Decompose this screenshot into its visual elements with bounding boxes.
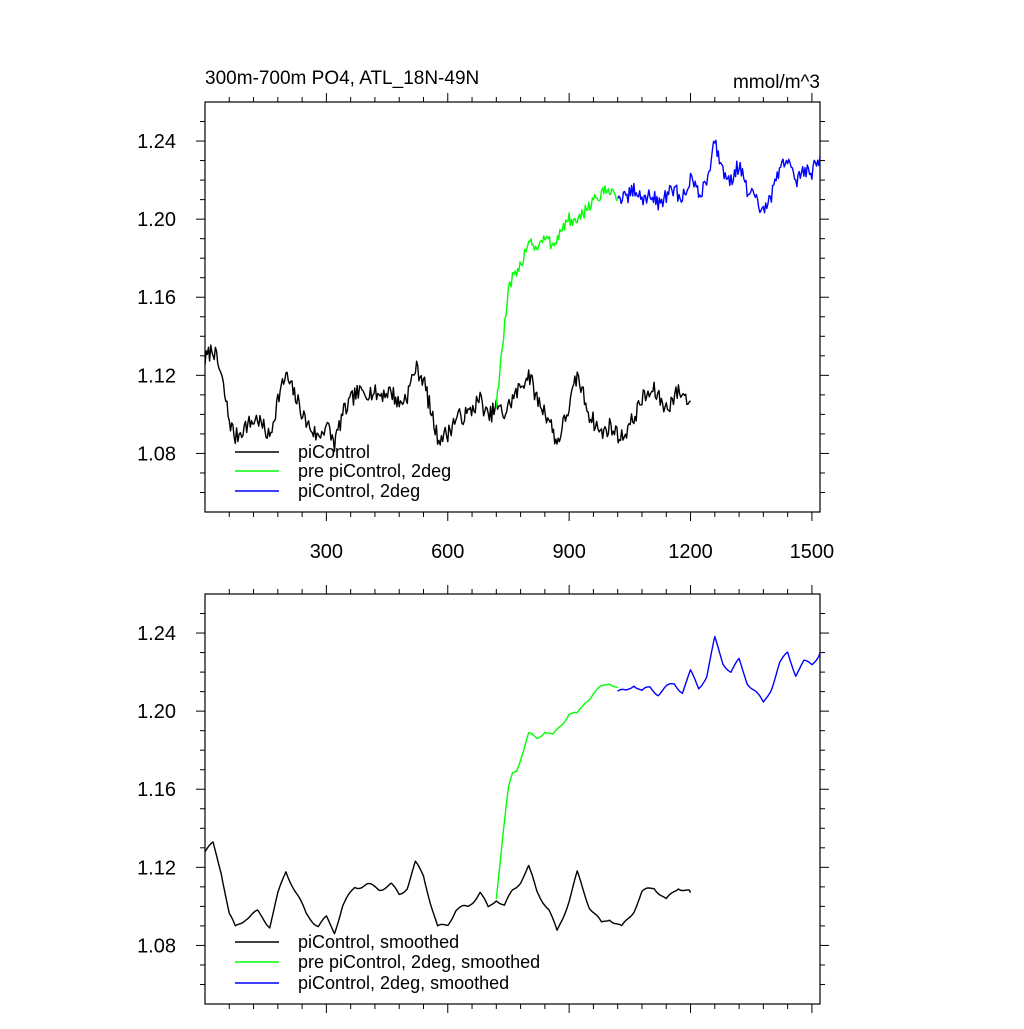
y-tick-label: 1.12 bbox=[137, 365, 176, 387]
plot-frame bbox=[204, 593, 821, 1005]
units-label: mmol/m^3 bbox=[733, 72, 820, 93]
y-tick-label: 1.08 bbox=[137, 935, 176, 957]
axis-ticks: 1.08 1.12 1.16 1.20 1.24 bbox=[137, 585, 829, 1013]
x-tick-label: 1200 bbox=[668, 541, 713, 563]
plot-frame bbox=[204, 101, 821, 513]
series-line-picontrol-2deg bbox=[617, 139, 821, 214]
legend-label-picontrol: piControl bbox=[298, 442, 370, 462]
series-line-pre-picontrol-2deg-smoothed bbox=[495, 683, 619, 899]
x-tick-label: 600 bbox=[431, 541, 464, 563]
y-tick-label: 1.24 bbox=[137, 623, 176, 645]
legend-label-pre-picontrol-2deg-smoothed: pre piControl, 2deg, smoothed bbox=[298, 952, 540, 972]
series-line-picontrol-2deg-smoothed bbox=[617, 635, 821, 703]
x-tick-label: 900 bbox=[552, 541, 585, 563]
legend-label-picontrol-smoothed: piControl, smoothed bbox=[298, 932, 459, 952]
y-tick-label: 1.16 bbox=[137, 779, 176, 801]
legend-label-pre-picontrol-2deg: pre piControl, 2deg bbox=[298, 461, 451, 481]
chart-title: 300m-700m PO4, ATL_18N-49N bbox=[205, 68, 479, 89]
series-line-picontrol bbox=[204, 344, 691, 452]
series-line-pre-picontrol-2deg bbox=[495, 185, 619, 408]
series-lines bbox=[204, 139, 821, 452]
panel-raw: 300m-700m PO4, ATL_18N-49N mmol/m^3 1.08… bbox=[137, 68, 834, 563]
legend-label-picontrol-2deg-smoothed: piControl, 2deg, smoothed bbox=[298, 973, 509, 993]
y-tick-label: 1.24 bbox=[137, 131, 176, 153]
x-tick-label: 300 bbox=[310, 541, 343, 563]
panel-smoothed: 1.08 1.12 1.16 1.20 1.24 piControl, smoothed… bbox=[137, 585, 829, 1013]
y-tick-label: 1.12 bbox=[137, 857, 176, 879]
legend-label-picontrol-2deg: piControl, 2deg bbox=[298, 481, 420, 501]
series-line-picontrol-smoothed bbox=[204, 841, 692, 935]
y-tick-label: 1.08 bbox=[137, 443, 176, 465]
y-tick-label: 1.20 bbox=[137, 701, 176, 723]
x-tick-label: 1500 bbox=[790, 541, 835, 563]
axis-ticks: 1.08 1.12 1.16 1.20 1.24 300 600 900 1200 1500 bbox=[137, 93, 834, 563]
series-lines bbox=[204, 635, 821, 935]
y-tick-label: 1.16 bbox=[137, 287, 176, 309]
legend: piControl pre piControl, 2deg piControl,… bbox=[235, 442, 451, 501]
legend: piControl, smoothed pre piControl, 2deg,… bbox=[235, 932, 540, 993]
y-tick-label: 1.20 bbox=[137, 209, 176, 231]
